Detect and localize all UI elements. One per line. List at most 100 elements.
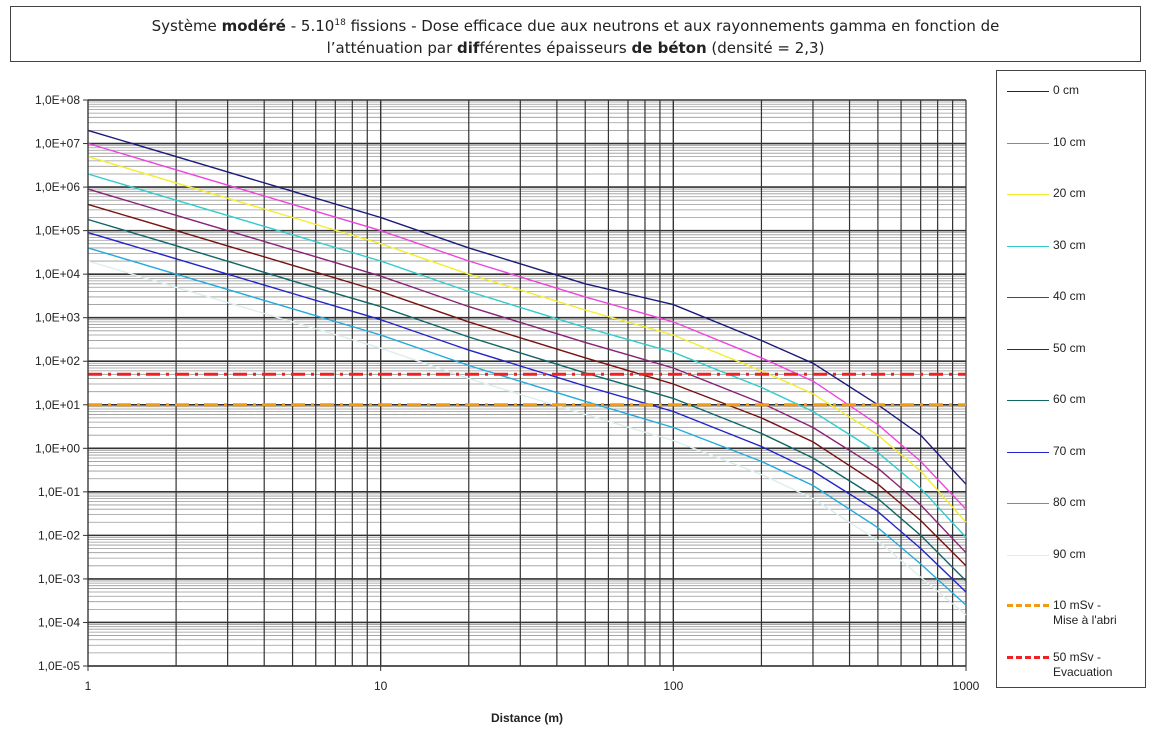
legend-label-line1: 50 mSv -	[1053, 649, 1102, 664]
legend-line-swatch	[1007, 451, 1049, 453]
y-tick-label: 1,0E+03	[35, 311, 80, 325]
series-line	[87, 173, 967, 538]
legend-label-line2: Mise à l'abri	[1053, 613, 1117, 627]
chart-title: Système modéré - 5.1018 fissions - Dose …	[10, 6, 1141, 62]
legend-item: 70 cm	[997, 442, 1147, 486]
legend-line-swatch	[1007, 245, 1049, 247]
x-axis-label: Distance (m)	[491, 711, 563, 725]
legend-item: 20 cm	[997, 184, 1147, 228]
legend-line-swatch	[1007, 655, 1049, 659]
title-text: - 5.10	[285, 17, 335, 35]
series-line	[87, 247, 967, 606]
legend-line-swatch	[1007, 400, 1049, 401]
legend-label: 20 cm	[1053, 186, 1086, 201]
legend-label: 10 cm	[1053, 135, 1086, 150]
legend: 0 cm 10 cm 20 cm 30 cm 40 cm 50 cm 60 cm 70 cm 8…	[996, 70, 1146, 688]
legend-label-line1: 30 cm	[1053, 237, 1086, 252]
x-tick-label: 1	[85, 679, 92, 693]
title-text-bold: dif	[457, 39, 480, 57]
x-tick-label: 100	[663, 679, 683, 693]
legend-item: 90 cm	[997, 545, 1147, 589]
legend-line-swatch	[1007, 554, 1049, 556]
legend-item: 80 cm	[997, 493, 1147, 537]
legend-item: 40 cm	[997, 287, 1147, 331]
y-tick-label: 1,0E-04	[38, 615, 80, 629]
legend-item: 10 mSv - Mise à l'abri	[997, 596, 1147, 640]
legend-line-swatch	[1007, 604, 1049, 607]
axes	[87, 100, 966, 667]
legend-line-swatch	[1007, 348, 1049, 350]
chart-title-line1: Système modéré - 5.1018 fissions - Dose …	[11, 12, 1140, 37]
series-line	[87, 203, 967, 567]
series-line	[87, 260, 967, 616]
legend-label-line1: 40 cm	[1053, 289, 1086, 303]
legend-label: 40 cm	[1053, 289, 1086, 304]
legend-item: 10 cm	[997, 133, 1147, 177]
y-tick-label: 1,0E-02	[38, 528, 80, 542]
legend-label-line1: 80 cm	[1053, 495, 1086, 509]
legend-label-line1: 70 cm	[1053, 443, 1086, 458]
title-text: fissions - Dose efficace due aux neutron…	[345, 17, 1000, 35]
legend-line-swatch	[1007, 194, 1049, 195]
series-line	[87, 142, 967, 510]
legend-label-line1: 60 cm	[1053, 392, 1086, 406]
title-text-bold: modéré	[221, 17, 286, 35]
legend-label-line1: 10 cm	[1053, 134, 1086, 149]
legend-label: 30 cm	[1053, 238, 1086, 253]
grid-major	[88, 99, 966, 667]
legend-line-swatch	[1007, 142, 1049, 144]
y-tick-label: 1,0E-03	[38, 572, 80, 586]
y-tick-label: 1,0E+04	[35, 267, 80, 281]
y-tick-label: 1,0E+05	[35, 224, 80, 238]
title-text: (densité = 2,3)	[706, 39, 825, 57]
series-line	[87, 129, 967, 485]
legend-line-swatch	[1007, 503, 1049, 504]
series-lines	[87, 129, 967, 616]
title-text: l’atténuation par	[326, 39, 458, 57]
legend-label: 70 cm	[1053, 444, 1086, 459]
legend-label: 50 cm	[1053, 341, 1086, 356]
legend-label-line1: 90 cm	[1053, 546, 1086, 561]
series-line	[87, 155, 967, 523]
y-axis-ticks: 1,0E+08 1,0E+07 1,0E+06 1,0E+05 1,0E+04 1,0E+…	[35, 93, 88, 673]
legend-item: 30 cm	[997, 236, 1147, 280]
legend-item: 50 mSv - Evacuation	[997, 648, 1147, 692]
legend-label: 60 cm	[1053, 392, 1086, 407]
y-tick-label: 1,0E-01	[38, 485, 80, 499]
legend-line-swatch	[1007, 297, 1049, 298]
y-tick-label: 1,0E+06	[35, 180, 80, 194]
legend-label-line1: 0 cm	[1053, 83, 1080, 97]
legend-item: 50 cm	[997, 339, 1147, 383]
y-tick-label: 1,0E+00	[35, 441, 80, 455]
legend-label-line2: Evacuation	[1053, 664, 1113, 679]
legend-label: 50 mSv - Evacuation	[1053, 650, 1112, 680]
legend-item: 60 cm	[997, 390, 1147, 434]
title-superscript: 18	[334, 18, 346, 28]
legend-label: 0 cm	[1053, 83, 1079, 98]
legend-label-line1: 10 mSv -	[1053, 598, 1102, 612]
y-tick-label: 1,0E+08	[35, 93, 80, 107]
title-text: Système	[151, 17, 222, 35]
legend-label-line1: 50 cm	[1053, 340, 1086, 355]
title-text: férentes épaisseurs	[479, 39, 632, 57]
y-tick-label: 1,0E+01	[35, 398, 80, 412]
legend-label: 90 cm	[1053, 547, 1086, 562]
grid-minor	[88, 101, 966, 654]
legend-label: 10 mSv - Mise à l'abri	[1053, 598, 1117, 628]
x-tick-label: 10	[374, 679, 388, 693]
x-tick-label: 1000	[953, 679, 980, 693]
title-text-bold: de béton	[631, 39, 707, 57]
y-tick-label: 1,0E+07	[35, 137, 80, 151]
legend-label-line1: 20 cm	[1053, 186, 1086, 200]
series-line	[87, 188, 967, 554]
chart-title-line2: l’atténuation par différentes épaisseurs…	[11, 37, 1140, 59]
legend-line-swatch	[1007, 91, 1049, 92]
y-tick-label: 1,0E-05	[38, 659, 80, 673]
legend-item: 0 cm	[997, 81, 1147, 125]
series-line	[87, 218, 967, 582]
y-tick-label: 1,0E+02	[35, 354, 80, 368]
legend-label: 80 cm	[1053, 495, 1086, 510]
x-axis-ticks: 1 10 100 1000	[85, 666, 980, 693]
series-line	[87, 231, 967, 593]
